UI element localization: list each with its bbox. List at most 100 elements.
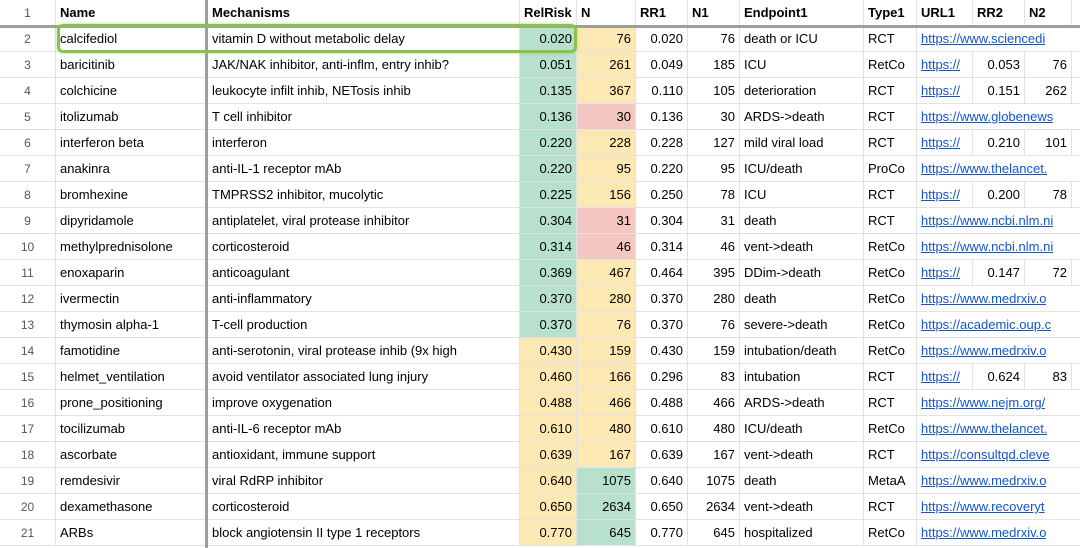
cell-url1[interactable]: https:// <box>917 130 973 156</box>
cell-rr2[interactable]: 0.210 <box>973 130 1025 156</box>
cell-n1[interactable]: 78 <box>688 182 740 208</box>
cell-rr1[interactable]: 0.296 <box>636 364 688 390</box>
cell-name[interactable]: ascorbate <box>56 442 208 468</box>
cell-type1[interactable]: RCT <box>864 364 917 390</box>
cell-n1[interactable]: 31 <box>688 208 740 234</box>
cell-name[interactable]: colchicine <box>56 78 208 104</box>
cell-type1[interactable]: ProCo <box>864 156 917 182</box>
cell-name[interactable]: dexamethasone <box>56 494 208 520</box>
url-link[interactable]: https://academic.oup.c <box>921 317 1052 332</box>
cell-rr1[interactable]: 0.639 <box>636 442 688 468</box>
url-link[interactable]: https://www.thelancet. <box>921 161 1048 176</box>
cell-name[interactable]: famotidine <box>56 338 208 364</box>
cell-name[interactable]: anakinra <box>56 156 208 182</box>
cell-mechanisms[interactable]: block angiotensin II type 1 receptors <box>208 520 520 546</box>
cell-rr1[interactable]: 0.110 <box>636 78 688 104</box>
cell-endpoint1[interactable]: ICU/death <box>740 416 864 442</box>
cell-relrisk[interactable]: 0.610 <box>520 416 577 442</box>
cell-endpoint1[interactable]: death <box>740 286 864 312</box>
cell-url1[interactable]: https://consultqd.cleve <box>917 442 1080 468</box>
cell-n[interactable]: 46 <box>577 234 636 260</box>
row-header[interactable]: 16 <box>0 390 56 416</box>
url-link[interactable]: https://www.thelancet. <box>921 421 1048 436</box>
row-header[interactable]: 19 <box>0 468 56 494</box>
cell-type1[interactable]: RetCo <box>864 416 917 442</box>
cell-name[interactable]: remdesivir <box>56 468 208 494</box>
cell-endpoint1[interactable]: death <box>740 468 864 494</box>
cell-endpoint1[interactable]: ARDS->death <box>740 104 864 130</box>
cell-mechanisms[interactable]: vitamin D without metabolic delay <box>208 26 520 52</box>
cell-mechanisms[interactable]: anti-IL-1 receptor mAb <box>208 156 520 182</box>
row-header[interactable]: 6 <box>0 130 56 156</box>
cell-n[interactable]: 31 <box>577 208 636 234</box>
cell-n[interactable]: 2634 <box>577 494 636 520</box>
cell-endpoint1[interactable]: ICU/death <box>740 156 864 182</box>
cell-endpoint1[interactable]: ARDS->death <box>740 390 864 416</box>
cell-endpoint1[interactable]: mild viral load <box>740 130 864 156</box>
cell-rr1[interactable]: 0.304 <box>636 208 688 234</box>
cell-rr1[interactable]: 0.228 <box>636 130 688 156</box>
cell-url1[interactable]: https://www.nejm.org/ <box>917 390 1080 416</box>
cell-rr1[interactable]: 0.770 <box>636 520 688 546</box>
cell-rr2[interactable]: 0.147 <box>973 260 1025 286</box>
column-header-n1[interactable]: N1 <box>688 0 740 26</box>
cell-url1[interactable]: https://www.medrxiv.o <box>917 338 1080 364</box>
cell-n[interactable]: 367 <box>577 78 636 104</box>
cell-endpoint1[interactable]: intubation <box>740 364 864 390</box>
cell-name[interactable]: itolizumab <box>56 104 208 130</box>
cell-rr1[interactable]: 0.488 <box>636 390 688 416</box>
cell-n[interactable]: 467 <box>577 260 636 286</box>
cell-url1[interactable]: https://www.medrxiv.o <box>917 520 1080 546</box>
cell-rr2[interactable]: 0.053 <box>973 52 1025 78</box>
cell-mechanisms[interactable]: improve oxygenation <box>208 390 520 416</box>
cell-url1[interactable]: https://academic.oup.c <box>917 312 1080 338</box>
cell-mechanisms[interactable]: T cell inhibitor <box>208 104 520 130</box>
url-link[interactable]: https:// <box>921 369 961 384</box>
column-header-rr1[interactable]: RR1 <box>636 0 688 26</box>
cell-relrisk[interactable]: 0.370 <box>520 286 577 312</box>
cell-n[interactable]: 159 <box>577 338 636 364</box>
row-header[interactable]: 5 <box>0 104 56 130</box>
cell-endpoint1[interactable]: deterioration <box>740 78 864 104</box>
cell-endpoint1[interactable]: death <box>740 208 864 234</box>
cell-rr1[interactable]: 0.020 <box>636 26 688 52</box>
url-link[interactable]: https://www.ncbi.nlm.ni <box>921 239 1054 254</box>
row-header[interactable]: 13 <box>0 312 56 338</box>
cell-n[interactable]: 76 <box>577 312 636 338</box>
cell-n1[interactable]: 159 <box>688 338 740 364</box>
cell-n1[interactable]: 46 <box>688 234 740 260</box>
column-header-relrisk[interactable]: RelRisk <box>520 0 577 26</box>
row-header[interactable]: 21 <box>0 520 56 546</box>
cell-n[interactable]: 645 <box>577 520 636 546</box>
cell-n1[interactable]: 1075 <box>688 468 740 494</box>
cell-rr2[interactable]: 0.200 <box>973 182 1025 208</box>
url-link[interactable]: https://www.medrxiv.o <box>921 525 1047 540</box>
row-header[interactable]: 3 <box>0 52 56 78</box>
cell-relrisk[interactable]: 0.369 <box>520 260 577 286</box>
cell-endpoint1[interactable]: death or ICU <box>740 26 864 52</box>
row-header[interactable]: 12 <box>0 286 56 312</box>
cell-type1[interactable]: MetaA <box>864 468 917 494</box>
row-header[interactable]: 14 <box>0 338 56 364</box>
cell-type1[interactable]: RCT <box>864 78 917 104</box>
row-header[interactable]: 10 <box>0 234 56 260</box>
row-header[interactable]: 20 <box>0 494 56 520</box>
cell-rr2[interactable]: 0.624 <box>973 364 1025 390</box>
row-header[interactable]: 15 <box>0 364 56 390</box>
cell-rr1[interactable]: 0.430 <box>636 338 688 364</box>
cell-relrisk[interactable]: 0.304 <box>520 208 577 234</box>
cell-n1[interactable]: 280 <box>688 286 740 312</box>
cell-url1[interactable]: https://www.sciencedi <box>917 26 1080 52</box>
url-link[interactable]: https://www.medrxiv.o <box>921 473 1047 488</box>
cell-type1[interactable]: RCT <box>864 182 917 208</box>
cell-n[interactable]: 280 <box>577 286 636 312</box>
url-link[interactable]: https://www.sciencedi <box>921 31 1046 46</box>
cell-n2[interactable]: 78 <box>1025 182 1072 208</box>
cell-name[interactable]: tocilizumab <box>56 416 208 442</box>
cell-name[interactable]: thymosin alpha-1 <box>56 312 208 338</box>
cell-rr1[interactable]: 0.136 <box>636 104 688 130</box>
cell-mechanisms[interactable]: TMPRSS2 inhibitor, mucolytic <box>208 182 520 208</box>
cell-relrisk[interactable]: 0.650 <box>520 494 577 520</box>
cell-type1[interactable]: RetCo <box>864 312 917 338</box>
cell-mechanisms[interactable]: antioxidant, immune support <box>208 442 520 468</box>
